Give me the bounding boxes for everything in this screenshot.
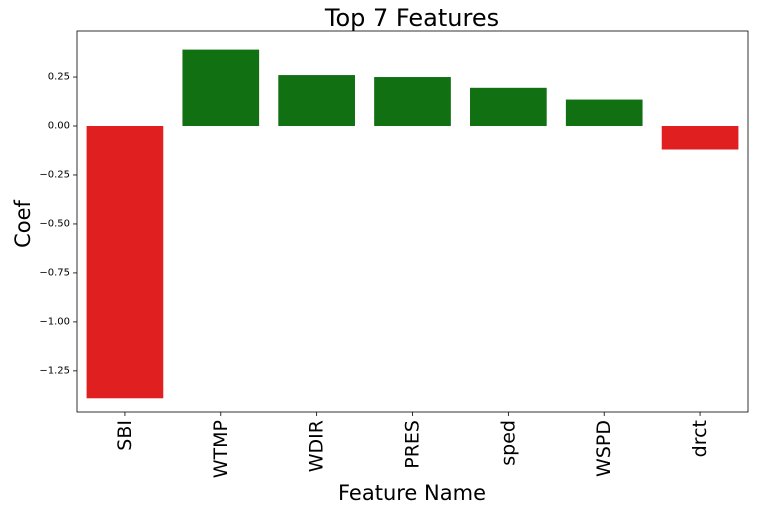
bar-wspd [565, 99, 643, 127]
x-tick-label: PRES [402, 420, 424, 469]
y-tick-label: −1.25 [39, 365, 70, 376]
y-tick-label: −0.50 [39, 218, 70, 229]
x-tick-label: WTMP [210, 420, 232, 478]
y-tick-label: −1.00 [39, 316, 70, 327]
bar-wtmp [182, 49, 260, 127]
x-axis-ticks: SBI WTMP WDIR PRES sped WSPD drct [114, 412, 711, 478]
bar-pres [374, 77, 451, 127]
y-tick-label: −0.25 [39, 169, 70, 180]
x-axis-label: Feature Name [338, 481, 486, 505]
y-axis-label: Coef [11, 199, 35, 247]
y-tick-label: 0.25 [48, 72, 70, 83]
x-tick-label: WDIR [306, 420, 328, 472]
plot-frame [76, 30, 749, 413]
y-tick-label: 0.00 [48, 121, 70, 132]
x-tick-label: SBI [114, 420, 136, 451]
bar-wdir [278, 75, 355, 127]
x-tick-label: WSPD [593, 420, 615, 477]
bars-group [86, 49, 739, 399]
chart-title: Top 7 Features [324, 4, 499, 32]
x-tick-label: drct [689, 420, 711, 457]
bar-sbi [86, 126, 164, 399]
bar-sped [470, 87, 547, 127]
y-tick-label: −0.75 [39, 267, 70, 278]
x-tick-label: sped [497, 420, 519, 466]
y-axis-ticks: −1.25 −1.00 −0.75 −0.50 −0.25 0.00 0.25 [39, 72, 77, 376]
bar-drct [661, 126, 739, 150]
